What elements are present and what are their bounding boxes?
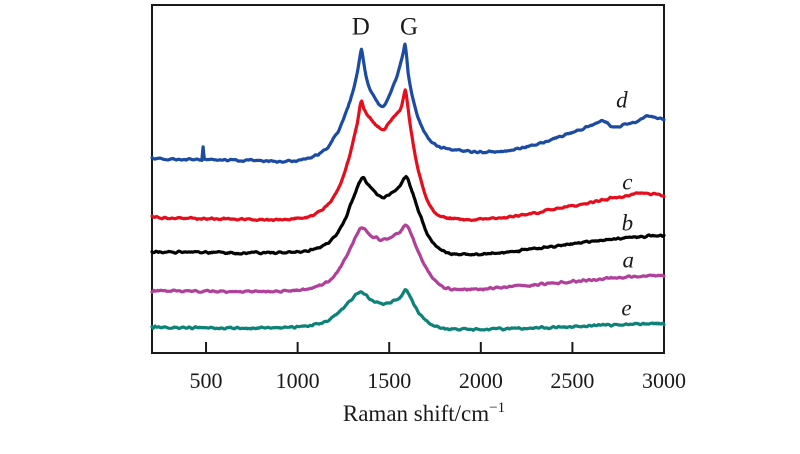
x-tick-label-3000: 3000	[642, 368, 686, 393]
spectrum-curve-d	[150, 42, 666, 164]
plot-frame	[151, 4, 665, 354]
x-axis-ticks: 500 1000 1500 2000 2500 3000	[190, 342, 686, 393]
series-label-a: a	[623, 248, 635, 273]
series-label-c: c	[622, 170, 632, 195]
x-tick-label-2500: 2500	[550, 368, 594, 393]
peak-label-G: G	[400, 13, 418, 40]
spectrum-curve-c	[150, 88, 666, 223]
series-label-e: e	[621, 296, 631, 321]
x-tick-label-2000: 2000	[459, 368, 503, 393]
series-label-d: d	[616, 88, 628, 113]
peak-label-D: D	[352, 13, 370, 40]
x-axis-title: Raman shift/cm−1	[343, 400, 505, 426]
spectrum-curve-a	[150, 223, 666, 295]
x-tick-label-1500: 1500	[367, 368, 411, 393]
series-label-b: b	[622, 210, 634, 235]
spectrum-curve-b	[150, 175, 666, 257]
x-axis-title-superscript: −1	[489, 400, 505, 416]
spectrum-curve-e	[150, 288, 666, 332]
x-tick-label-1000: 1000	[276, 368, 320, 393]
spectra-curves	[150, 42, 666, 332]
x-axis-title-text: Raman shift/cm	[343, 401, 489, 426]
x-tick-label-500: 500	[190, 368, 223, 393]
